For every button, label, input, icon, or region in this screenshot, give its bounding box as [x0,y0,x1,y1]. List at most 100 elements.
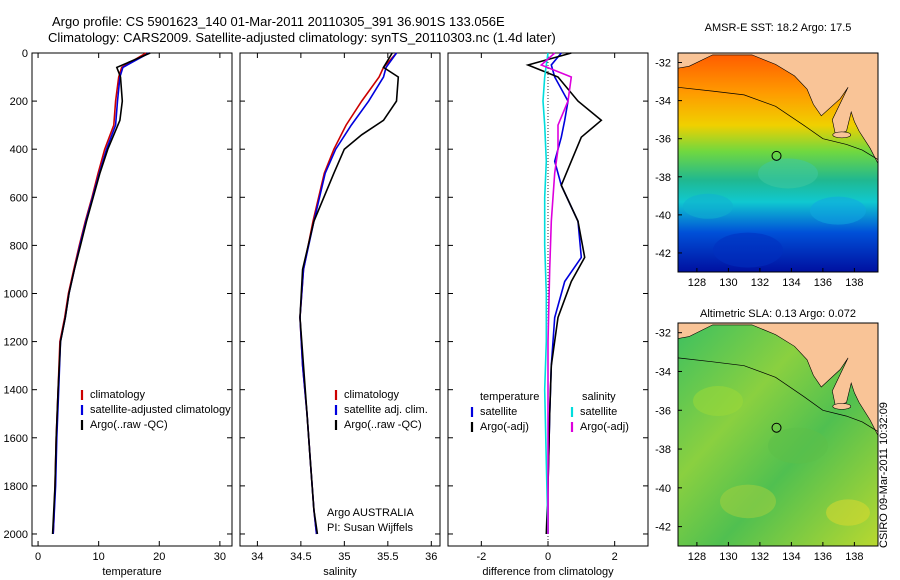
x-tick-label: 136 [814,551,832,563]
map-panel-2: Altimetric SLA: 0.13 Argo: 0.072 128 130 13… [655,308,879,563]
y-tick-label: 1800 [4,481,28,493]
island [832,131,852,139]
y-tick-label: -32 [655,328,671,340]
series-line-blue [52,52,150,535]
y-tick-label: -36 [655,134,671,146]
x-tick-label: 136 [814,277,832,289]
y-tick-label: -40 [655,210,671,222]
x-axis-label: salinity [323,566,357,578]
y-tick-label: -32 [655,58,671,70]
annotation-text: PI: Susan Wijffels [327,522,413,534]
legend-label: climatology [90,389,146,401]
series-line-black [51,52,151,535]
plot-frame [239,52,441,547]
x-tick-label: 132 [751,551,769,563]
x-tick-label: 134 [782,551,800,563]
field-patch [693,386,743,417]
field-patch [683,193,733,219]
y-tick-label: 2000 [4,529,28,541]
x-tick-label: 2 [612,551,618,563]
series-line-cyan [542,52,549,535]
x-tick-label: 128 [688,277,706,289]
depth-contour-line [677,357,879,432]
depth-contour-line [677,86,879,160]
legend-label: Argo(-adj) [580,421,629,433]
x-tick-label: 35.5 [377,551,398,563]
y-tick-label: -38 [655,444,671,456]
map-frame [677,52,879,273]
x-tick-label: 34 [251,551,263,563]
x-tick-label: 30 [214,551,226,563]
y-tick-label: 1200 [4,337,28,349]
land-mass [677,322,879,436]
land-mass [677,52,879,164]
profile-panel-1: 0 10 20 30 temperature 0 200 400 600 800 1000 1200 1… [4,48,233,578]
x-tick-label: 128 [688,551,706,563]
island [832,403,852,410]
y-tick-label: 1000 [4,288,28,300]
x-tick-label: 35 [338,551,350,563]
x-tick-label: 130 [719,551,737,563]
x-axis-label: difference from climatology [482,566,614,578]
x-tick-label: -2 [476,551,486,563]
x-tick-label: 130 [719,277,737,289]
x-axis-label: temperature [102,566,161,578]
legend-label: satellite [580,406,617,418]
x-tick-label: 0 [35,551,41,563]
y-tick-label: 1600 [4,433,28,445]
float-position-marker [771,422,782,433]
x-tick-label: 0 [545,551,551,563]
field-patch [768,427,828,464]
profile-panel-3: -2 0 2 difference from climatology temperatu… [447,52,649,578]
x-tick-label: 36 [425,551,437,563]
y-tick-label: -38 [655,172,671,184]
y-tick-label: 400 [10,144,28,156]
y-tick-label: -40 [655,483,671,495]
y-tick-label: 600 [10,192,28,204]
legend-label: satellite adj. clim. [344,404,428,416]
y-tick-label: -42 [655,248,671,260]
field-patch [826,499,870,526]
x-tick-label: 138 [845,277,863,289]
map-title: AMSR-E SST: 18.2 Argo: 17.5 [705,22,852,34]
y-tick-label: -34 [655,96,671,108]
series-line-magenta [539,52,573,534]
x-tick-label: 20 [153,551,165,563]
y-tick-label: 1400 [4,385,28,397]
legend-label: Argo(-adj) [480,421,529,433]
legend-group-title: temperature [480,391,539,403]
series-line-red [52,52,147,535]
y-tick-label: -34 [655,366,671,378]
annotation-text: Argo AUSTRALIA [327,507,414,519]
figure-title-line1: Argo profile: CS 5901623_140 01-Mar-2011… [52,14,505,29]
field-patch [810,196,866,225]
plot-frame [31,52,233,547]
x-tick-label: 138 [845,551,863,563]
legend-label: climatology [344,389,400,401]
profile-panel-2: 34 34.5 35 35.5 36 salinity climatology satelli… [239,52,441,578]
x-tick-label: 10 [93,551,105,563]
legend-label: Argo(..raw -QC) [344,419,422,431]
float-position-marker [771,150,782,161]
x-tick-label: 134 [782,277,800,289]
y-tick-label: 200 [10,96,28,108]
y-tick-label: 0 [22,48,28,60]
x-tick-label: 132 [751,277,769,289]
field-patch [720,484,776,519]
series-line-black [299,52,400,535]
series-line-red [299,52,398,535]
field-patch [713,232,783,268]
y-tick-label: -36 [655,405,671,417]
legend-label: Argo(..raw -QC) [90,419,168,431]
y-tick-label: 800 [10,240,28,252]
legend-group-title: salinity [582,391,616,403]
figure-title-line2: Climatology: CARS2009. Satellite-adjuste… [48,30,556,45]
series-line-blue [547,52,583,534]
field-patch [758,158,818,189]
map-panel-1: AMSR-E SST: 18.2 Argo: 17.5 128 130 132 134 1… [655,22,879,289]
map-title: Altimetric SLA: 0.13 Argo: 0.072 [700,308,856,320]
x-tick-label: 34.5 [290,551,311,563]
legend-label: satellite-adjusted climatology [90,404,231,416]
legend-label: satellite [480,406,517,418]
